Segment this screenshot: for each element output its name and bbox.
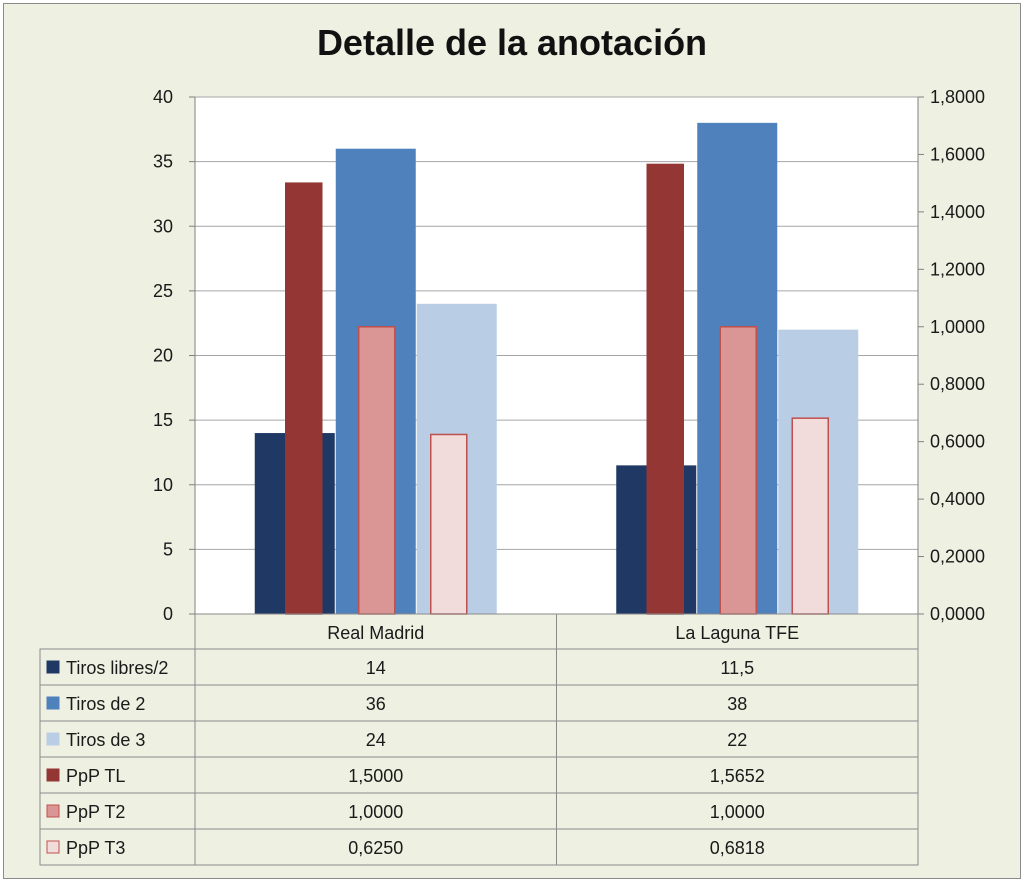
right-axis-tick-label: 1,4000 [930,202,985,222]
table-value: 1,0000 [348,802,403,822]
left-axis-tick-label: 15 [153,410,173,430]
table-row [39,756,919,794]
bar [430,433,468,615]
legend-label: Tiros libres/2 [66,658,168,678]
right-axis-tick-label: 1,8000 [930,87,985,107]
table-row [39,828,919,866]
left-axis-tick-label: 40 [153,87,173,107]
legend-label: PpP TL [66,766,125,786]
table-value: 38 [727,694,747,714]
right-axis-tick-label: 0,4000 [930,489,985,509]
table-row [39,648,919,686]
left-axis-tick-label: 30 [153,216,173,236]
left-axis-tick-label: 0 [163,604,173,624]
table-value: 1,0000 [710,802,765,822]
left-axis-tick-label: 5 [163,539,173,559]
left-axis-tick-label: 20 [153,346,173,366]
right-axis-tick-label: 0,6000 [930,432,985,452]
legend-swatch [46,732,60,746]
legend-label: PpP T3 [66,838,125,858]
right-axis-tick-label: 1,6000 [930,144,985,164]
bar [646,163,684,615]
bar [285,182,323,615]
legend-swatch [46,804,60,818]
table-value: 14 [366,658,386,678]
category-label: La Laguna TFE [675,623,799,643]
chart-title: Detalle de la anotación [316,22,708,63]
bar [791,417,829,615]
table-row [39,720,919,758]
table-value: 1,5652 [710,766,765,786]
table-row [39,684,919,722]
legend-swatch [46,696,60,710]
legend-swatch [46,768,60,782]
bar [358,326,396,615]
legend-swatch [46,840,60,854]
category-label: Real Madrid [327,623,424,643]
legend-label: Tiros de 3 [66,730,145,750]
right-axis-tick-label: 0,0000 [930,604,985,624]
right-axis-tick-label: 1,2000 [930,259,985,279]
legend-label: PpP T2 [66,802,125,822]
bar [719,326,757,615]
table-value: 0,6250 [348,838,403,858]
right-axis-tick-label: 1,0000 [930,317,985,337]
table-value: 24 [366,730,386,750]
right-axis-tick-label: 0,8000 [930,374,985,394]
table-value: 0,6818 [710,838,765,858]
left-axis-tick-label: 25 [153,281,173,301]
legend-swatch [46,660,60,674]
legend-label: Tiros de 2 [66,694,145,714]
left-axis-tick-label: 35 [153,152,173,172]
left-axis-tick-label: 10 [153,475,173,495]
table-row [39,792,919,830]
table-value: 11,5 [720,658,754,678]
table-value: 36 [366,694,386,714]
table-value: 22 [727,730,747,750]
right-axis-tick-label: 0,2000 [930,547,985,567]
table-value: 1,5000 [348,766,403,786]
